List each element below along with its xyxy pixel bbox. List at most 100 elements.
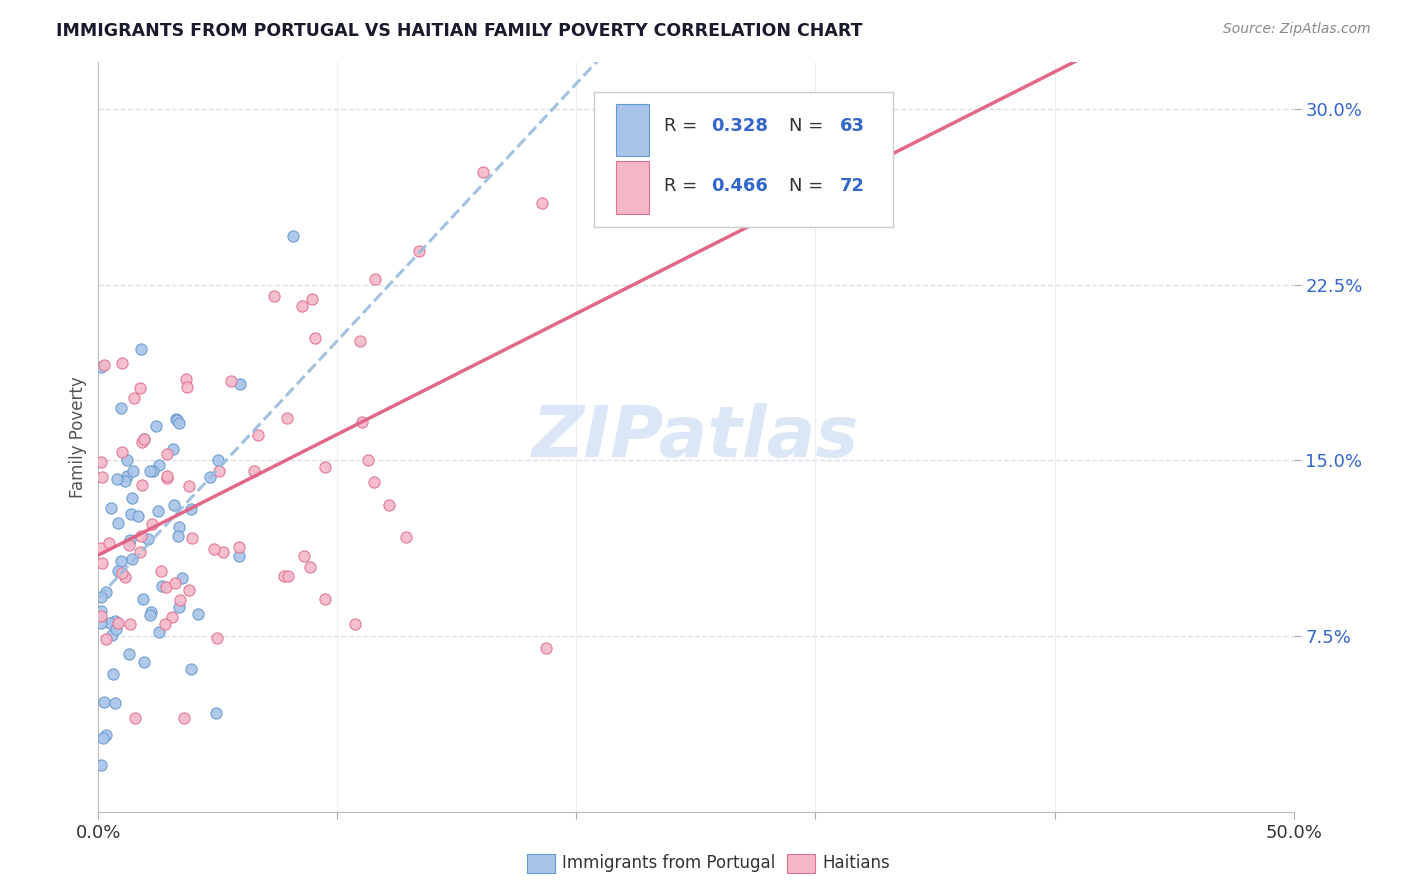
Text: 72: 72: [839, 178, 865, 195]
Point: [107, 565, 129, 579]
Point: [179, 583, 201, 598]
Point: [104, 697, 127, 711]
Text: 0.328: 0.328: [711, 117, 769, 135]
Point: [204, 542, 226, 557]
Point: [187, 607, 209, 622]
Point: [132, 433, 155, 447]
Point: [142, 464, 165, 478]
Point: [208, 464, 231, 478]
Point: [198, 470, 221, 484]
Point: [121, 491, 143, 505]
Point: [276, 411, 298, 425]
Point: [93, 358, 115, 372]
Point: [141, 517, 163, 532]
Point: [110, 401, 132, 416]
Point: [167, 416, 190, 430]
Point: [228, 540, 250, 554]
Point: [90, 469, 112, 483]
Point: [127, 508, 149, 523]
Bar: [616, 103, 650, 156]
Point: [363, 475, 385, 490]
Point: [105, 472, 128, 486]
Point: [170, 571, 193, 585]
Text: Source: ZipAtlas.com: Source: ZipAtlas.com: [1223, 22, 1371, 37]
Point: [378, 498, 401, 512]
Point: [205, 631, 228, 645]
Point: [118, 533, 141, 547]
Point: [229, 376, 252, 391]
Point: [110, 554, 132, 568]
Point: [101, 667, 124, 681]
Point: [107, 615, 129, 630]
Point: [122, 464, 145, 478]
Point: [136, 533, 159, 547]
Text: R =: R =: [664, 117, 703, 135]
Point: [350, 415, 373, 429]
Point: [314, 591, 336, 606]
Text: N =: N =: [789, 117, 830, 135]
Point: [242, 464, 264, 478]
Point: [155, 580, 177, 594]
Point: [93, 695, 115, 709]
Point: [139, 608, 162, 623]
Point: [263, 289, 285, 303]
Point: [148, 624, 170, 639]
Point: [364, 272, 387, 286]
Point: [90, 590, 112, 604]
Point: [145, 419, 167, 434]
Point: [156, 447, 179, 461]
Point: [165, 411, 187, 425]
Text: N =: N =: [789, 178, 830, 195]
Point: [211, 545, 233, 559]
Point: [91, 731, 114, 745]
Point: [115, 468, 138, 483]
Text: Immigrants from Portugal: Immigrants from Portugal: [562, 855, 776, 872]
Point: [173, 711, 195, 725]
Point: [228, 549, 250, 563]
Point: [165, 575, 187, 590]
Point: [111, 566, 134, 580]
Point: [737, 128, 759, 142]
Point: [292, 549, 315, 563]
Point: [160, 610, 183, 624]
Point: [107, 516, 129, 530]
Point: [118, 647, 141, 661]
Point: [273, 568, 295, 582]
Point: [120, 616, 142, 631]
Point: [104, 622, 127, 636]
Point: [356, 453, 378, 467]
Point: [207, 452, 229, 467]
Point: [132, 592, 155, 607]
Point: [304, 331, 326, 345]
Text: 0.466: 0.466: [711, 178, 769, 195]
Point: [148, 504, 170, 518]
Point: [90, 758, 112, 772]
Point: [155, 471, 177, 485]
Point: [395, 530, 418, 544]
Point: [134, 432, 156, 446]
Point: [219, 374, 242, 388]
Point: [131, 477, 153, 491]
Point: [301, 292, 323, 306]
Point: [349, 334, 371, 348]
Point: [98, 615, 121, 630]
Point: [531, 196, 554, 211]
Point: [291, 299, 314, 313]
Point: [167, 520, 190, 534]
Point: [94, 585, 117, 599]
Point: [408, 244, 430, 258]
Text: ZIPatlas: ZIPatlas: [533, 402, 859, 472]
Point: [150, 564, 173, 578]
Point: [277, 569, 299, 583]
Point: [166, 413, 188, 427]
Point: [114, 570, 136, 584]
Point: [90, 616, 112, 631]
Point: [90, 360, 112, 375]
Point: [90, 541, 112, 555]
Text: IMMIGRANTS FROM PORTUGAL VS HAITIAN FAMILY POVERTY CORRELATION CHART: IMMIGRANTS FROM PORTUGAL VS HAITIAN FAMI…: [56, 22, 863, 40]
Point: [100, 501, 122, 516]
Point: [472, 165, 495, 179]
Point: [180, 502, 202, 516]
Point: [343, 616, 366, 631]
Point: [180, 662, 202, 676]
